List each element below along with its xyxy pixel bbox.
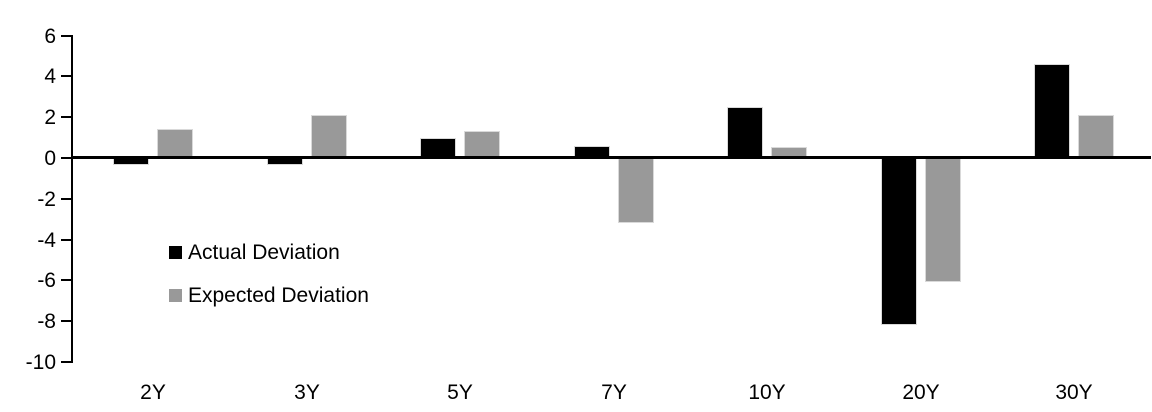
y-axis-tick-label: 4 [44, 65, 56, 88]
bar-actual-2Y [113, 158, 149, 165]
x-axis-label-10Y: 10Y [748, 381, 786, 404]
x-axis-label-30Y: 30Y [1055, 381, 1093, 404]
y-axis-tick-label: -2 [37, 188, 56, 211]
x-axis-label-7Y: 7Y [601, 381, 627, 404]
y-axis-tick-label: 2 [44, 106, 56, 129]
bar-actual-10Y [727, 107, 763, 158]
y-axis-tick [61, 239, 71, 241]
y-axis-tick [61, 198, 71, 200]
y-axis-tick-label: 6 [44, 25, 56, 48]
legend-item-actual-deviation: Actual Deviation [169, 240, 340, 264]
bar-expected-30Y [1078, 115, 1114, 158]
y-axis-line [71, 35, 73, 363]
y-axis-tick [61, 361, 71, 363]
bar-actual-3Y [267, 158, 303, 165]
legend-label-expected-deviation: Expected Deviation [188, 283, 369, 307]
bar-expected-3Y [311, 115, 347, 158]
y-axis-tick [61, 75, 71, 77]
legend-swatch-actual-deviation [169, 245, 182, 259]
bar-actual-30Y [1034, 64, 1070, 158]
legend-label-actual-deviation: Actual Deviation [188, 240, 340, 264]
y-axis-tick [61, 35, 71, 37]
bar-actual-20Y [881, 158, 917, 325]
y-axis-tick-label: 0 [44, 147, 56, 170]
bar-expected-7Y [618, 158, 654, 223]
y-axis-tick-label: -6 [37, 269, 56, 292]
x-axis-label-3Y: 3Y [294, 381, 320, 404]
y-axis-tick [61, 157, 71, 159]
y-axis-tick-label: -10 [25, 351, 56, 374]
x-axis-label-2Y: 2Y [140, 381, 166, 404]
y-axis-tick [61, 279, 71, 281]
legend-item-expected-deviation: Expected Deviation [169, 283, 369, 307]
legend-swatch-expected-deviation [169, 288, 182, 302]
bar-expected-5Y [464, 131, 500, 158]
y-axis-tick-label: -8 [37, 310, 56, 333]
x-axis-label-20Y: 20Y [902, 381, 940, 404]
bar-expected-2Y [157, 129, 193, 158]
bar-expected-20Y [925, 158, 961, 282]
x-axis-zero-line [71, 156, 1151, 159]
y-axis-tick-label: -4 [37, 229, 56, 252]
y-axis-tick [61, 116, 71, 118]
x-axis-label-5Y: 5Y [447, 381, 473, 404]
bar-actual-5Y [420, 138, 456, 158]
y-axis-tick [61, 320, 71, 322]
